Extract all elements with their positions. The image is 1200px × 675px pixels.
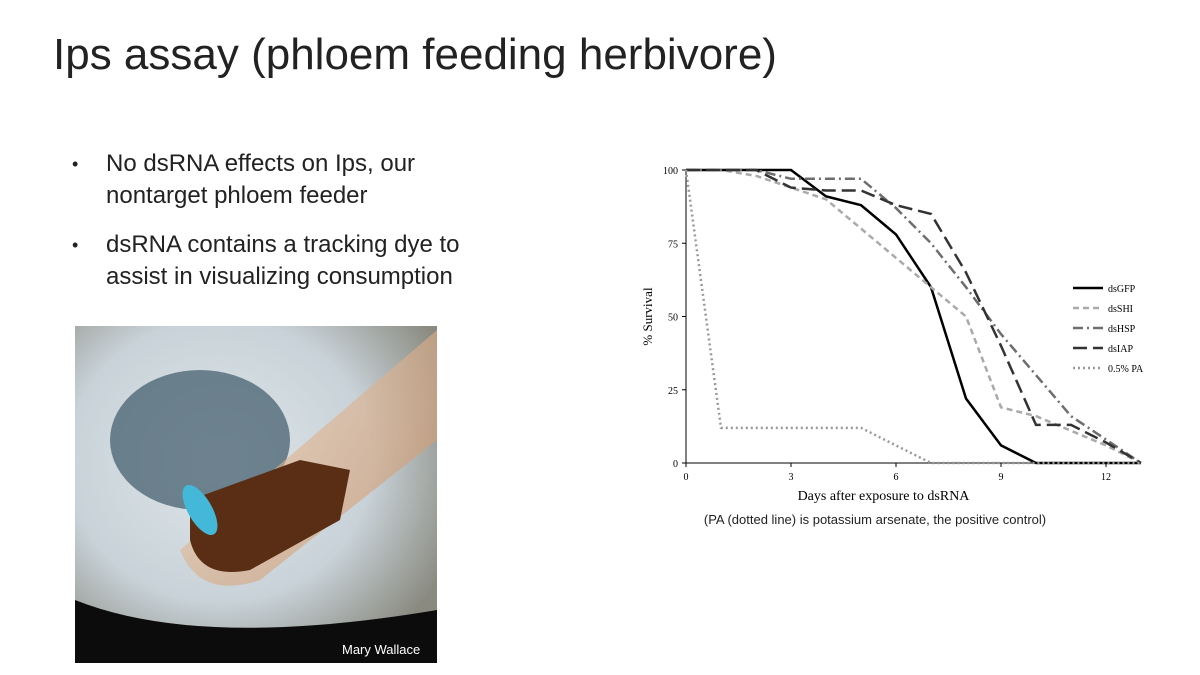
y-tick-label: 0 (673, 459, 678, 470)
series-line (686, 168, 1142, 465)
legend-label: dsSHI (1108, 304, 1133, 315)
y-tick-label: 100 (663, 166, 678, 177)
x-tick-label: 9 (999, 472, 1004, 483)
legend-label: 0.5% PA (1108, 364, 1144, 375)
x-tick-label: 0 (684, 472, 689, 483)
y-tick-label: 50 (668, 313, 678, 324)
series-line (686, 168, 1142, 465)
slide-title: Ips assay (phloem feeding herbivore) (53, 30, 777, 79)
bullet: dsRNA contains a tracking dye to assist … (72, 229, 496, 293)
y-tick-label: 75 (668, 239, 678, 250)
legend-label: dsIAP (1108, 344, 1133, 355)
x-tick-label: 3 (789, 472, 794, 483)
y-axis-title: % Survival (640, 287, 655, 346)
series-line (684, 169, 1141, 465)
y-tick-label: 25 (668, 386, 678, 397)
bullet: No dsRNA effects on Ips, our nontarget p… (72, 148, 496, 212)
x-tick-label: 6 (894, 472, 899, 483)
x-axis-title: Days after exposure to dsRNA (798, 489, 971, 504)
caption: (PA (dotted line) is potassium arsenate,… (704, 512, 1046, 527)
series-line (686, 168, 1142, 465)
photo: Mary Wallace (75, 326, 437, 663)
series-line (686, 168, 1141, 465)
legend-label: dsGFP (1108, 284, 1136, 295)
x-tick-label: 12 (1101, 472, 1111, 483)
photo-credit: Mary Wallace (342, 642, 420, 657)
legend-label: dsHSP (1108, 324, 1136, 335)
